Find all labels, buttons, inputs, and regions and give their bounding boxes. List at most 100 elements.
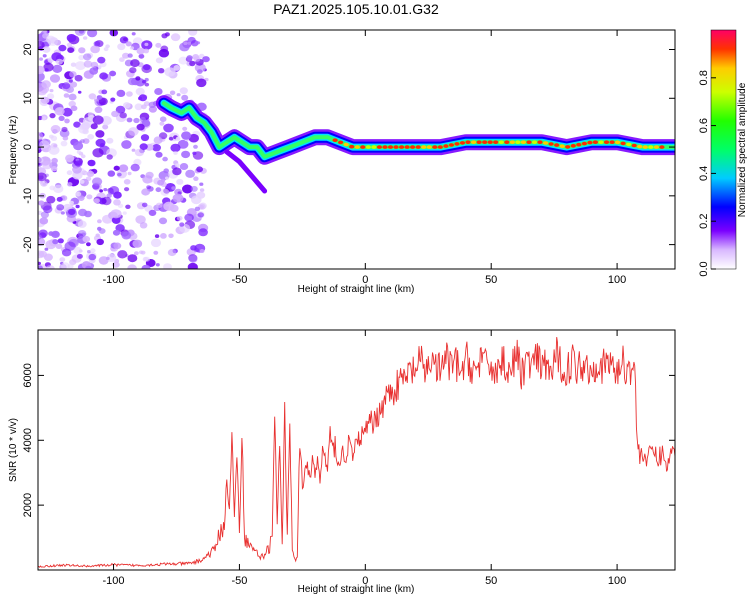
colorbar-label: Normalized spectral amplitude <box>737 82 748 217</box>
noise-speck <box>117 172 122 177</box>
noise-speck <box>100 259 105 263</box>
noise-speck <box>163 201 175 211</box>
noise-speck <box>155 187 162 193</box>
noise-speck <box>193 176 199 181</box>
noise-speck <box>53 144 58 148</box>
noise-speck <box>179 222 185 227</box>
snr-panel: -100 -50 0 50 100 2000 4000 6000 Height of stra… <box>8 329 676 595</box>
noise-speck <box>124 187 130 192</box>
ridge-peak <box>343 142 349 147</box>
ridge-peak <box>581 141 588 146</box>
noise-speck <box>77 195 85 202</box>
spectrogram-y-label: Frequency (Hz) <box>8 116 19 185</box>
noise-speck <box>160 178 166 183</box>
noise-speck <box>131 148 136 152</box>
noise-speck <box>83 36 88 40</box>
noise-speck <box>141 104 147 110</box>
noise-speck <box>143 48 150 54</box>
noise-speck <box>61 126 68 133</box>
ridge-peak <box>493 140 499 144</box>
noise-speck <box>77 230 87 238</box>
noise-speck <box>51 157 58 164</box>
noise-speck <box>93 41 101 47</box>
noise-speck <box>187 41 192 45</box>
noise-speck <box>95 130 105 138</box>
noise-speck <box>148 209 157 216</box>
noise-speck <box>42 54 47 58</box>
noise-speck <box>66 170 73 176</box>
noise-speck <box>92 148 104 158</box>
noise-speck <box>194 63 206 73</box>
noise-speck <box>177 139 189 149</box>
noise-speck <box>121 140 132 149</box>
snr-y-label: SNR (10 * v/v) <box>8 418 19 482</box>
noise-speck <box>56 196 63 202</box>
ridge-peak <box>432 145 438 149</box>
noise-speck <box>43 205 53 214</box>
noise-speck <box>62 82 71 90</box>
noise-speck <box>141 188 151 196</box>
noise-speck <box>62 135 69 141</box>
noise-speck <box>134 251 139 256</box>
noise-speck <box>65 154 75 163</box>
noise-speck <box>76 253 83 259</box>
ridge-peak <box>487 140 493 144</box>
noise-speck <box>49 89 54 93</box>
ridge-peak <box>609 140 615 144</box>
ridge-peak <box>354 145 360 149</box>
noise-speck <box>158 68 165 74</box>
noise-speck <box>174 163 180 168</box>
noise-speck <box>61 248 72 257</box>
y-tick-label: -10 <box>22 188 34 204</box>
noise-speck <box>102 214 113 224</box>
noise-speck <box>93 198 100 204</box>
noise-speck <box>127 77 137 86</box>
noise-speck <box>188 133 199 143</box>
noise-speck <box>38 265 43 269</box>
noise-speck <box>74 74 83 82</box>
noise-speck <box>139 143 148 151</box>
noise-speck <box>69 81 78 88</box>
noise-speck <box>38 234 42 240</box>
noise-speck <box>81 154 86 159</box>
ridge-peak <box>415 145 421 149</box>
ridge-peak <box>360 145 366 149</box>
noise-speck <box>57 238 64 244</box>
noise-speck <box>38 40 45 50</box>
noise-speck <box>176 215 183 221</box>
noise-speck <box>158 48 170 58</box>
noise-speck <box>97 56 106 64</box>
noise-speck <box>163 168 169 174</box>
noise-speck <box>136 47 145 55</box>
noise-speck <box>70 62 77 67</box>
noise-speck <box>119 112 127 119</box>
noise-speck <box>92 177 103 186</box>
noise-speck <box>75 191 82 197</box>
noise-speck <box>198 228 208 237</box>
ridge-peak <box>454 142 460 146</box>
y-tick-label: 4000 <box>22 428 34 452</box>
noise-speck <box>194 206 201 212</box>
noise-speck <box>94 98 98 102</box>
y-tick-label: 10 <box>22 92 34 104</box>
y-tick-label: 6000 <box>22 363 34 387</box>
ridge-peak <box>531 140 538 144</box>
ridge-peaks <box>332 138 665 149</box>
noise-speck <box>172 193 184 203</box>
noise-speck <box>168 233 174 239</box>
noise-speck <box>49 113 56 119</box>
noise-speck <box>161 33 168 39</box>
ridge-peak <box>393 145 399 149</box>
ridge-peak <box>482 140 488 144</box>
noise-speck <box>82 235 91 243</box>
noise-speck <box>110 209 122 219</box>
ridge-peak <box>592 140 599 144</box>
noise-speck <box>96 238 104 246</box>
noise-speck <box>39 140 50 149</box>
noise-speck <box>138 94 148 102</box>
noise-speck <box>134 148 144 157</box>
noise-speck <box>46 35 56 44</box>
noise-speck <box>59 257 66 262</box>
noise-speck <box>142 79 147 84</box>
snr-line <box>38 337 675 568</box>
